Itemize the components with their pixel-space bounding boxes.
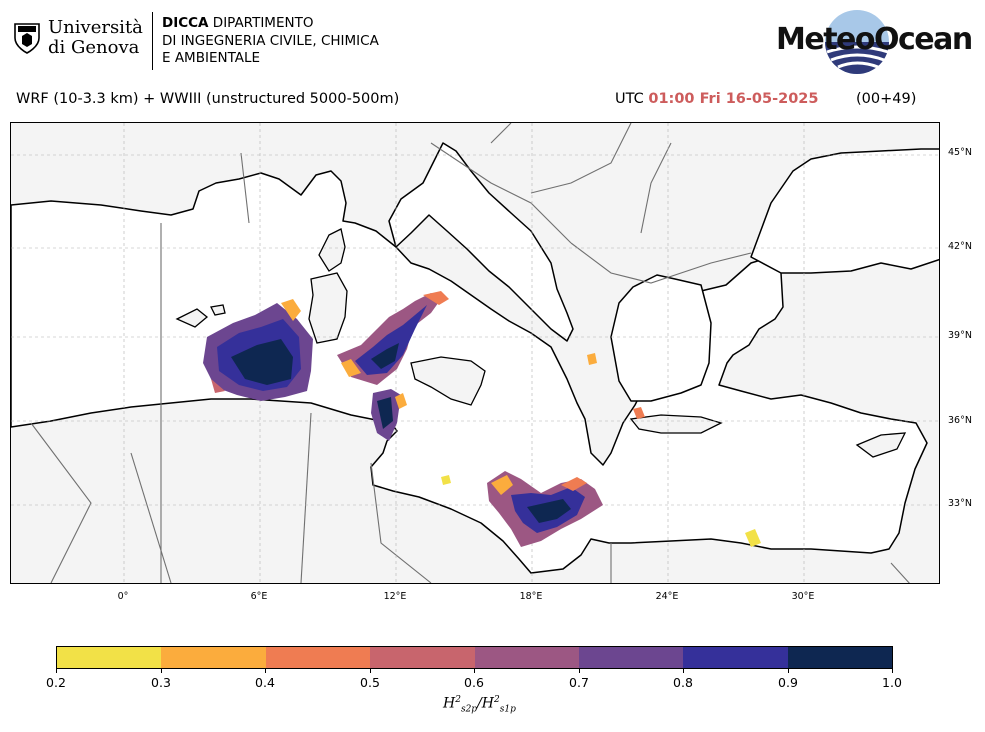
department-line1: DIPARTIMENTO bbox=[212, 15, 314, 31]
lat-label-33: 33°N bbox=[948, 498, 972, 509]
island-crete bbox=[629, 414, 723, 434]
colorbar-label-base: H bbox=[443, 695, 456, 712]
colorbar-tick bbox=[579, 669, 580, 673]
island-sicily bbox=[410, 356, 486, 406]
map-canvas bbox=[11, 123, 939, 583]
wave-ratio-field bbox=[203, 291, 761, 547]
colorbar-label-sub1: s2p bbox=[460, 704, 478, 715]
map-panel bbox=[10, 122, 940, 584]
colorbar-tick-label: 1.0 bbox=[882, 675, 902, 690]
colorbar-tick-label: 0.9 bbox=[778, 675, 798, 690]
island-menorca bbox=[210, 304, 226, 316]
lat-label-45: 45°N bbox=[948, 147, 972, 158]
colorbar-tick-label: 0.3 bbox=[151, 675, 171, 690]
department-acronym: DICCA bbox=[162, 15, 209, 31]
colorbar-segment bbox=[578, 647, 684, 668]
colorbar-segment bbox=[787, 647, 892, 668]
model-title: WRF (10-3.3 km) + WWIII (unstructured 50… bbox=[16, 91, 400, 107]
island-cyprus bbox=[855, 432, 907, 458]
lon-label-18e: 18°E bbox=[519, 591, 543, 602]
lat-label-39: 39°N bbox=[948, 330, 972, 341]
colorbar-tick-label: 0.6 bbox=[464, 675, 484, 690]
university-shield-icon bbox=[14, 23, 40, 54]
colorbar-label-base2: H bbox=[481, 695, 494, 712]
university-name-line1: Università bbox=[48, 17, 143, 38]
colorbar-tick-label: 0.2 bbox=[46, 675, 66, 690]
department-line3: E AMBIENTALE bbox=[162, 50, 261, 66]
lon-label-24e: 24°E bbox=[655, 591, 679, 602]
colorbar-tick-label: 0.7 bbox=[569, 675, 589, 690]
colorbar-label-sup: 2 bbox=[455, 695, 461, 705]
island-sardinia bbox=[308, 272, 348, 344]
utc-prefix: UTC bbox=[615, 91, 644, 107]
university-name: Università di Genova bbox=[48, 18, 143, 58]
colorbar-segment bbox=[370, 647, 475, 668]
header-separator bbox=[152, 12, 153, 70]
forecast-time: 01:00 Fri 16-05-2025 bbox=[648, 91, 819, 107]
colorbar-tick bbox=[161, 669, 162, 673]
colorbar-label-sup2: 2 bbox=[494, 695, 500, 705]
colorbar-label-sub2: s1p bbox=[499, 704, 516, 715]
colorbar bbox=[56, 646, 893, 669]
colorbar-tick bbox=[474, 669, 475, 673]
colorbar-tick bbox=[892, 669, 893, 673]
colorbar-tick bbox=[683, 669, 684, 673]
colorbar-segment bbox=[683, 647, 788, 668]
colorbar-segment bbox=[474, 647, 579, 668]
colorbar-tick-label: 0.4 bbox=[255, 675, 275, 690]
university-name-line2: di Genova bbox=[48, 37, 140, 58]
colorbar-tick bbox=[265, 669, 266, 673]
lon-label-30e: 30°E bbox=[791, 591, 815, 602]
country-borders bbox=[30, 123, 910, 583]
colorbar-segment bbox=[57, 647, 162, 668]
colorbar-tick bbox=[56, 669, 57, 673]
lat-label-42: 42°N bbox=[948, 241, 972, 252]
department-name: DICCA DIPARTIMENTO DI INGEGNERIA CIVILE,… bbox=[162, 15, 379, 68]
islands bbox=[175, 228, 907, 458]
lat-label-36: 36°N bbox=[948, 415, 972, 426]
university-logo: Università di Genova bbox=[14, 14, 154, 64]
forecast-step: (00+49) bbox=[856, 91, 917, 107]
colorbar-tick-label: 0.8 bbox=[673, 675, 693, 690]
lon-label-6e: 6°E bbox=[250, 591, 268, 602]
lon-label-12e: 12°E bbox=[383, 591, 407, 602]
meteoocean-brand: MeteoOcean bbox=[776, 22, 973, 57]
colorbar-label: H2s2p/H2s1p bbox=[443, 695, 516, 715]
department-line2: DI INGEGNERIA CIVILE, CHIMICA bbox=[162, 32, 379, 49]
island-mallorca bbox=[175, 308, 209, 328]
colorbar-segment bbox=[265, 647, 371, 668]
lon-label-0: 0° bbox=[117, 591, 129, 602]
colorbar-tick-label: 0.5 bbox=[360, 675, 380, 690]
island-corsica bbox=[318, 228, 346, 272]
meteoocean-logo bbox=[772, 8, 942, 76]
colorbar-tick bbox=[370, 669, 371, 673]
valid-time: UTC 01:00 Fri 16-05-2025 bbox=[615, 91, 818, 107]
colorbar-tick bbox=[788, 669, 789, 673]
colorbar-segment bbox=[161, 647, 266, 668]
meteoocean-globe-icon bbox=[825, 10, 889, 74]
